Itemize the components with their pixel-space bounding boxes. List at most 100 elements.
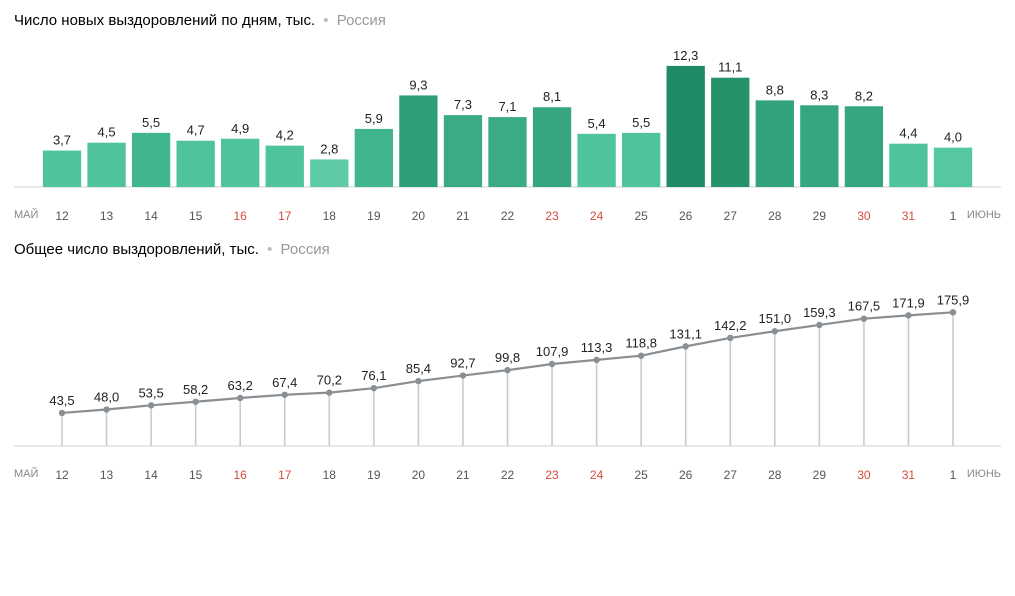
- axis-month-left: МАЙ: [14, 468, 38, 480]
- bar: [845, 106, 883, 187]
- bar-value-label: 4,0: [944, 130, 962, 145]
- axis-day: 23: [545, 209, 558, 223]
- point-value-label: 107,9: [536, 344, 569, 359]
- axis-day: 24: [590, 468, 603, 482]
- bar-value-label: 3,7: [53, 133, 71, 148]
- point-value-label: 151,0: [759, 311, 792, 326]
- bar-chart-title: Число новых выздоровлений по дням, тыс.: [14, 12, 315, 29]
- axis-day: 23: [545, 468, 558, 482]
- data-point: [282, 392, 288, 398]
- bar: [132, 133, 170, 187]
- bar-value-label: 9,3: [409, 77, 427, 92]
- axis-month-right: ИЮНЬ: [967, 468, 1001, 480]
- bar-value-label: 12,3: [673, 48, 698, 63]
- axis-day: 28: [768, 209, 781, 223]
- data-point: [772, 328, 778, 334]
- data-point: [59, 410, 65, 416]
- bar-value-label: 7,1: [498, 99, 516, 114]
- point-value-label: 131,1: [669, 326, 702, 341]
- line-chart-svg: 43,548,053,558,263,267,470,276,185,492,7…: [14, 266, 1001, 466]
- bar: [43, 151, 81, 187]
- bar-value-label: 5,5: [142, 115, 160, 130]
- axis-day: 19: [367, 468, 380, 482]
- point-value-label: 118,8: [625, 336, 657, 351]
- daily-recoveries-panel: Число новых выздоровлений по дням, тыс. …: [0, 0, 1015, 229]
- bar-chart-title-row: Число новых выздоровлений по дням, тыс. …: [14, 12, 1001, 29]
- axis-day: 22: [501, 209, 514, 223]
- axis-day: 30: [857, 468, 870, 482]
- axis-day: 26: [679, 468, 692, 482]
- bar-value-label: 5,4: [588, 116, 606, 131]
- point-value-label: 167,5: [848, 299, 881, 314]
- axis-day: 29: [813, 468, 826, 482]
- axis-day: 21: [456, 209, 469, 223]
- bar: [667, 66, 705, 187]
- bar: [889, 144, 927, 187]
- point-value-label: 58,2: [183, 382, 208, 397]
- line-chart-title-row: Общее число выздоровлений, тыс. • Россия: [14, 241, 1001, 258]
- bar: [711, 78, 749, 187]
- axis-day: 26: [679, 209, 692, 223]
- bar: [800, 105, 838, 187]
- axis-day: 29: [813, 209, 826, 223]
- axis-day: 18: [323, 209, 336, 223]
- axis-day: 31: [902, 209, 915, 223]
- axis-month-right: ИЮНЬ: [967, 209, 1001, 221]
- point-value-label: 99,8: [495, 350, 520, 365]
- bar: [756, 100, 794, 187]
- bar: [355, 129, 393, 187]
- point-value-label: 113,3: [581, 340, 613, 355]
- axis-day: 17: [278, 468, 291, 482]
- axis-day: 20: [412, 209, 425, 223]
- bar: [934, 148, 972, 187]
- bar-value-label: 4,4: [899, 126, 917, 141]
- bar-value-label: 11,1: [718, 60, 742, 75]
- data-point: [549, 361, 555, 367]
- data-point: [460, 372, 466, 378]
- line-chart-title: Общее число выздоровлений, тыс.: [14, 241, 259, 258]
- bar: [221, 139, 259, 187]
- bar: [533, 107, 571, 187]
- point-value-label: 43,5: [49, 393, 74, 408]
- point-value-label: 76,1: [361, 368, 386, 383]
- bar-value-label: 8,3: [810, 87, 828, 102]
- axis-day: 25: [634, 209, 647, 223]
- bar: [266, 146, 304, 187]
- axis-day: 31: [902, 468, 915, 482]
- point-value-label: 171,9: [892, 295, 925, 310]
- point-value-label: 92,7: [450, 356, 475, 371]
- data-point: [816, 322, 822, 328]
- point-value-label: 67,4: [272, 375, 297, 390]
- point-value-label: 159,3: [803, 305, 836, 320]
- bar: [488, 117, 526, 187]
- data-point: [103, 406, 109, 412]
- bar: [399, 95, 437, 187]
- data-point: [950, 309, 956, 315]
- bar-value-label: 2,8: [320, 141, 338, 156]
- bar-value-label: 4,9: [231, 121, 249, 136]
- point-value-label: 142,2: [714, 318, 747, 333]
- bar: [310, 159, 348, 187]
- bar-chart-outer: 3,74,55,54,74,94,22,85,99,37,37,18,15,45…: [14, 37, 1001, 229]
- axis-day: 17: [278, 209, 291, 223]
- bar-value-label: 5,9: [365, 111, 383, 126]
- axis-day: 27: [724, 468, 737, 482]
- data-point: [148, 402, 154, 408]
- axis-day: 12: [55, 209, 68, 223]
- line-chart-axis: МАЙИЮНЬ121314151617181920212223242526272…: [14, 466, 1001, 488]
- axis-day: 21: [456, 468, 469, 482]
- bar: [577, 134, 615, 187]
- data-point: [237, 395, 243, 401]
- data-point: [727, 335, 733, 341]
- bar-chart-svg: 3,74,55,54,74,94,22,85,99,37,37,18,15,45…: [14, 37, 1001, 207]
- bar-value-label: 4,2: [276, 128, 294, 143]
- axis-day: 14: [144, 468, 157, 482]
- axis-day: 15: [189, 209, 202, 223]
- bar-value-label: 7,3: [454, 97, 472, 112]
- axis-day: 12: [55, 468, 68, 482]
- axis-day: 1: [950, 468, 957, 482]
- total-recoveries-panel: Общее число выздоровлений, тыс. • Россия…: [0, 229, 1015, 488]
- axis-day: 1: [950, 209, 957, 223]
- title-separator: •: [323, 12, 328, 29]
- axis-day: 20: [412, 468, 425, 482]
